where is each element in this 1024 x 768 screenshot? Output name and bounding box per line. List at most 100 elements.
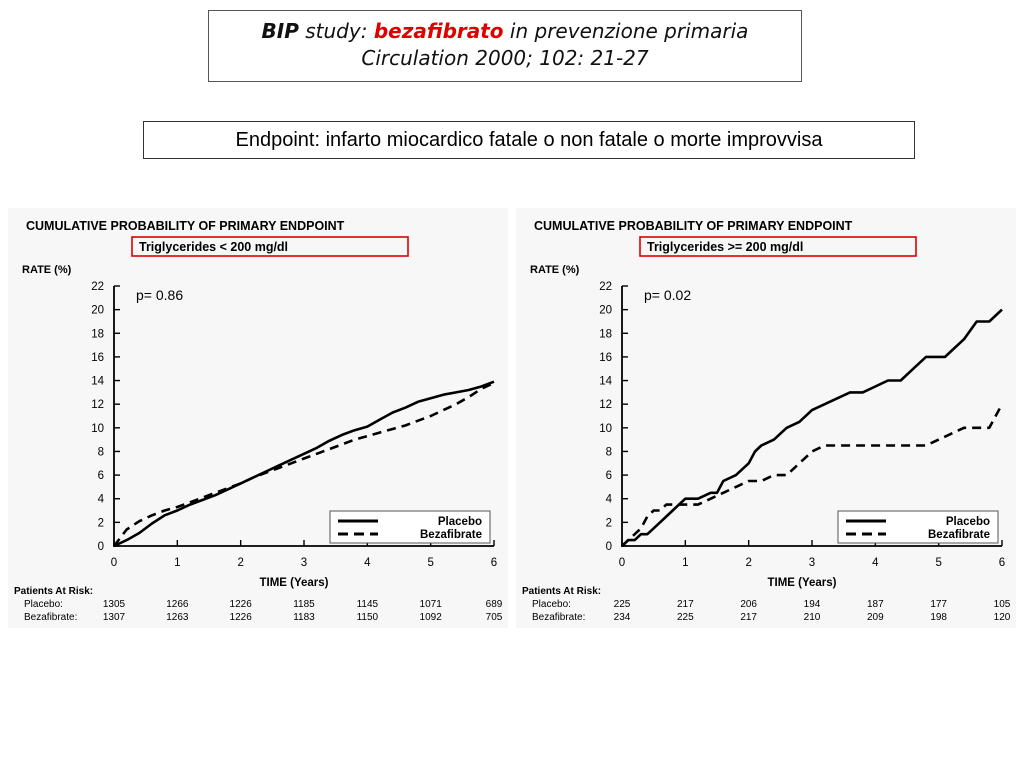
chart0-x-tick-label: 4 xyxy=(364,557,371,569)
title-study: study: xyxy=(298,19,374,43)
chart0-at-risk-value: 1307 xyxy=(103,612,126,623)
chart1-y-tick-label: 0 xyxy=(606,541,612,553)
title-bold: BIP xyxy=(261,19,299,43)
chart0-x-tick-label: 2 xyxy=(237,557,243,569)
chart-panel-right: CUMULATIVE PROBABILITY OF PRIMARY ENDPOI… xyxy=(516,208,1016,628)
title-box: BIP study: bezafibrato in prevenzione pr… xyxy=(208,10,802,82)
chart0-legend-label-placebo: Placebo xyxy=(438,516,482,528)
chart0-y-tick-label: 10 xyxy=(91,423,104,435)
chart1-x-tick-label: 0 xyxy=(619,557,625,569)
chart1-at-risk-value: 105 xyxy=(994,599,1011,610)
chart1-at-risk-value: 210 xyxy=(804,612,821,623)
chart1-x-tick-label: 5 xyxy=(935,557,941,569)
chart1-y-tick-label: 10 xyxy=(599,423,612,435)
chart1-title: CUMULATIVE PROBABILITY OF PRIMARY ENDPOI… xyxy=(534,219,853,233)
chart0-at-risk-value: 1185 xyxy=(293,599,315,610)
chart1-y-tick-label: 8 xyxy=(606,446,612,458)
chart0-at-risk-value: 689 xyxy=(486,599,503,610)
chart1-at-risk-value: 217 xyxy=(740,612,757,623)
chart1-legend-box xyxy=(837,510,999,544)
chart0-title: CUMULATIVE PROBABILITY OF PRIMARY ENDPOI… xyxy=(26,219,345,233)
chart1-series-bezafibrate-line xyxy=(621,403,1004,547)
chart1-at-risk-value: 187 xyxy=(867,599,884,610)
chart0-at-risk-value: 1226 xyxy=(230,612,253,623)
chart1-at-risk-value: 120 xyxy=(994,612,1011,623)
chart1-ylabel: RATE (%) xyxy=(530,264,580,276)
chart1-at-risk-value: 225 xyxy=(614,599,631,610)
study-title: BIP study: bezafibrato in prevenzione pr… xyxy=(209,18,801,45)
chart1-x-tick-label: 6 xyxy=(999,557,1005,569)
chart1-at-risk-value: 206 xyxy=(740,599,757,610)
chart0-at-risk-label: Patients At Risk: xyxy=(14,586,93,597)
chart1-at-risk-value: 194 xyxy=(804,599,821,610)
chart1-y-tick-label: 14 xyxy=(599,376,612,388)
chart0-legend-box xyxy=(329,510,491,544)
chart0-at-risk-value: 1226 xyxy=(230,599,253,610)
chart1-y-tick-label: 18 xyxy=(599,328,612,340)
chart0-series-placebo-line xyxy=(113,380,495,548)
chart0-at-risk-value: 1150 xyxy=(357,612,379,623)
chart0-x-tick-label: 3 xyxy=(301,557,307,569)
chart1-at-risk-value: 177 xyxy=(930,599,947,610)
chart1-x-tick-label: 3 xyxy=(809,557,815,569)
chart0-x-tick-label: 0 xyxy=(111,557,117,569)
chart-left: CUMULATIVE PROBABILITY OF PRIMARY ENDPOI… xyxy=(14,219,503,623)
chart1-x-tick-label: 2 xyxy=(745,557,751,569)
chart0-at-risk-row-name: Bezafibrate: xyxy=(24,612,77,623)
chart0-y-tick-label: 22 xyxy=(91,281,104,293)
chart0-pvalue: p= 0.86 xyxy=(136,287,183,303)
chart1-at-risk-value: 209 xyxy=(867,612,884,623)
chart0-ylabel: RATE (%) xyxy=(22,264,72,276)
chart0-series-bezafibrate-line xyxy=(112,381,495,547)
chart0-at-risk-value: 1266 xyxy=(166,599,189,610)
chart1-at-risk-row-name: Placebo: xyxy=(532,599,571,610)
chart0-y-tick-label: 2 xyxy=(98,517,104,529)
chart1-y-tick-label: 22 xyxy=(599,281,612,293)
endpoint-box: Endpoint: infarto miocardico fatale o no… xyxy=(143,121,915,159)
chart1-x-tick-label: 4 xyxy=(872,557,879,569)
chart0-legend-label-bezafibrate: Bezafibrate xyxy=(420,529,482,541)
chart1-at-risk-value: 225 xyxy=(677,612,694,623)
chart1-x-tick-label: 1 xyxy=(682,557,688,569)
chart0-at-risk-value: 1092 xyxy=(420,612,443,623)
chart0-y-tick-label: 4 xyxy=(98,494,105,506)
chart1-series-placebo-line xyxy=(621,308,1003,547)
chart0-y-tick-label: 12 xyxy=(91,399,104,411)
chart1-y-tick-label: 20 xyxy=(599,305,612,317)
chart0-x-tick-label: 6 xyxy=(491,557,497,569)
chart0-subtitle-highlight-box xyxy=(131,236,409,257)
chart1-y-tick-label: 4 xyxy=(606,494,613,506)
chart1-at-risk-label: Patients At Risk: xyxy=(522,586,601,597)
citation: Circulation 2000; 102: 21-27 xyxy=(361,46,649,70)
chart0-subtitle: Triglycerides < 200 mg/dl xyxy=(139,240,288,254)
title-drug: bezafibrato xyxy=(373,19,504,43)
chart1-at-risk-value: 234 xyxy=(614,612,631,623)
chart0-xlabel: TIME (Years) xyxy=(259,577,328,589)
chart0-at-risk-value: 705 xyxy=(486,612,503,623)
chart0-at-risk-value: 1145 xyxy=(357,599,379,610)
chart0-x-tick-label: 5 xyxy=(427,557,433,569)
chart1-at-risk-value: 198 xyxy=(930,612,947,623)
chart0-y-tick-label: 6 xyxy=(98,470,104,482)
chart0-at-risk-row-name: Placebo: xyxy=(24,599,63,610)
chart1-y-tick-label: 2 xyxy=(606,517,612,529)
chart0-y-tick-label: 8 xyxy=(98,446,104,458)
chart1-y-tick-label: 6 xyxy=(606,470,612,482)
chart0-y-tick-label: 16 xyxy=(91,352,104,364)
chart0-at-risk-value: 1305 xyxy=(103,599,126,610)
chart-panel-left: CUMULATIVE PROBABILITY OF PRIMARY ENDPOI… xyxy=(8,208,508,628)
chart1-subtitle-highlight-box xyxy=(639,236,917,257)
chart0-at-risk-value: 1263 xyxy=(166,612,189,623)
chart0-y-tick-label: 18 xyxy=(91,328,104,340)
title-rest: in prevenzione primaria xyxy=(503,19,749,43)
chart0-y-tick-label: 20 xyxy=(91,305,104,317)
chart0-at-risk-value: 1071 xyxy=(420,599,443,610)
chart0-at-risk-value: 1183 xyxy=(293,612,315,623)
chart-right: CUMULATIVE PROBABILITY OF PRIMARY ENDPOI… xyxy=(522,219,1011,623)
chart1-at-risk-value: 217 xyxy=(677,599,694,610)
chart1-legend-label-bezafibrate: Bezafibrate xyxy=(928,529,990,541)
chart1-xlabel: TIME (Years) xyxy=(767,577,836,589)
chart1-legend-label-placebo: Placebo xyxy=(946,516,990,528)
chart1-y-tick-label: 16 xyxy=(599,352,612,364)
chart0-y-tick-label: 0 xyxy=(98,541,104,553)
